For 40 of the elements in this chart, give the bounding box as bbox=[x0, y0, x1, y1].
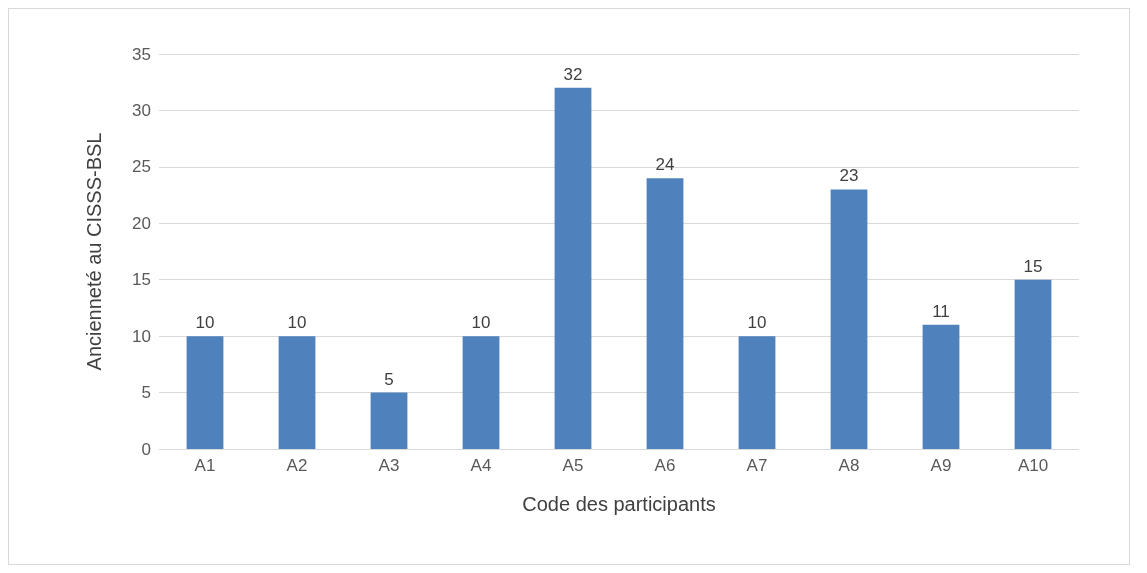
data-label: 10 bbox=[195, 313, 215, 333]
x-tick-label: A4 bbox=[470, 456, 492, 475]
x-tick-label: A7 bbox=[746, 456, 768, 475]
bar bbox=[830, 189, 868, 449]
x-tick-label: A8 bbox=[838, 456, 860, 475]
x-tick-label: A3 bbox=[378, 456, 400, 475]
x-tick-label: A6 bbox=[654, 456, 676, 475]
data-label: 23 bbox=[839, 166, 859, 186]
y-tick-label: 30 bbox=[132, 100, 151, 120]
y-tick-label: 0 bbox=[141, 439, 151, 459]
x-tick-label: A5 bbox=[562, 456, 584, 475]
data-label: 10 bbox=[287, 313, 307, 333]
y-tick-label: 10 bbox=[132, 326, 151, 346]
y-tick-label: 20 bbox=[132, 213, 151, 233]
x-tick-label: A10 bbox=[1017, 456, 1049, 475]
bar bbox=[738, 336, 776, 449]
bar bbox=[186, 336, 224, 449]
y-tick-label: 5 bbox=[141, 383, 151, 403]
x-axis-title: Code des participants bbox=[522, 493, 716, 515]
y-tick-label: 35 bbox=[132, 44, 151, 64]
bar bbox=[922, 324, 960, 449]
bar bbox=[462, 336, 500, 449]
data-label: 5 bbox=[384, 369, 394, 389]
bar bbox=[554, 87, 592, 449]
bar bbox=[646, 178, 684, 449]
y-axis-title: Ancienneté au CISSS-BSL bbox=[83, 132, 105, 371]
data-label: 11 bbox=[932, 301, 950, 321]
x-tick-label: A9 bbox=[930, 456, 952, 475]
data-label: 10 bbox=[747, 313, 767, 333]
data-label: 32 bbox=[563, 64, 583, 84]
bar bbox=[1014, 279, 1052, 449]
bar bbox=[370, 392, 408, 449]
data-label: 15 bbox=[1023, 256, 1043, 276]
data-label: 10 bbox=[471, 313, 491, 333]
x-tick-label: A2 bbox=[286, 456, 308, 475]
bar bbox=[278, 336, 316, 449]
y-tick-label: 15 bbox=[132, 270, 151, 290]
y-tick-label: 25 bbox=[132, 157, 151, 177]
data-label: 24 bbox=[655, 155, 675, 175]
x-tick-label: A1 bbox=[194, 456, 216, 475]
